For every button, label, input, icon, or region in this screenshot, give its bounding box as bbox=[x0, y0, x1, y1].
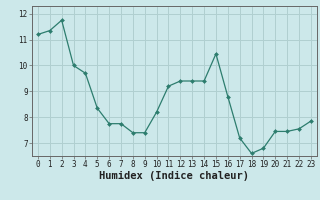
X-axis label: Humidex (Indice chaleur): Humidex (Indice chaleur) bbox=[100, 171, 249, 181]
